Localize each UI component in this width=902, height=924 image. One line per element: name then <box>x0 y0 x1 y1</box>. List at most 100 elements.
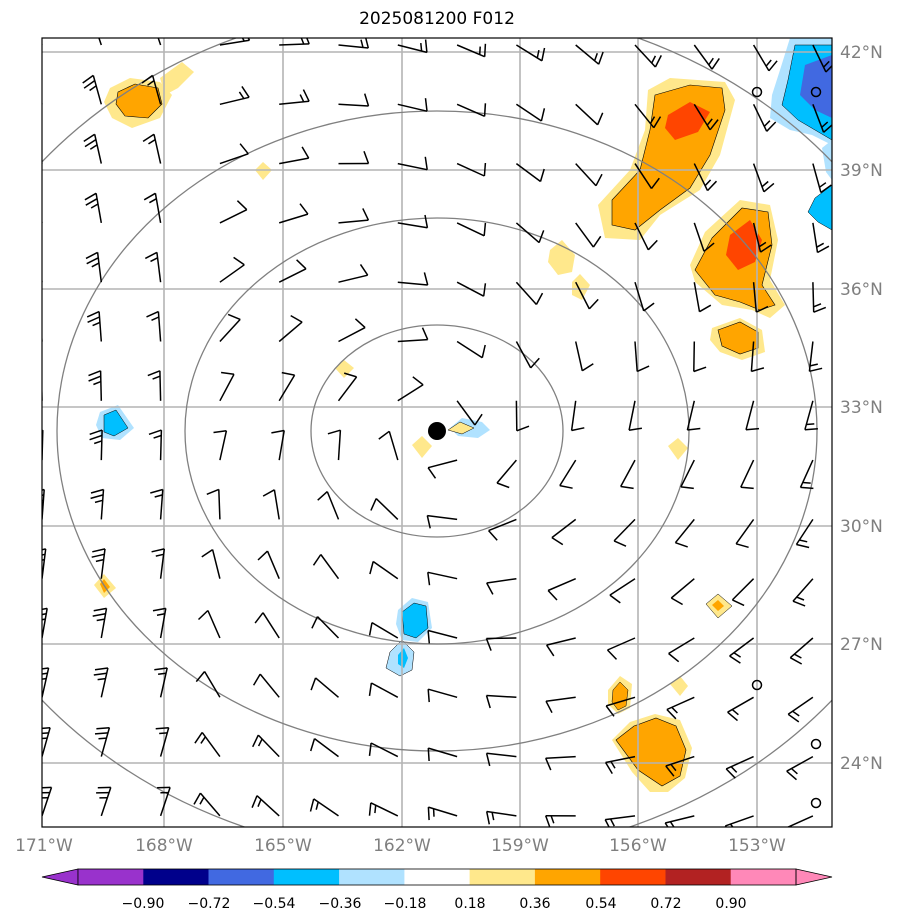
wind-barb-flag <box>236 200 248 211</box>
wind-barb-flag <box>271 429 285 434</box>
wind-barb-flag <box>761 180 769 188</box>
wind-barb-flag <box>786 828 795 837</box>
wind-barb-flag <box>760 244 772 253</box>
wind-barb-flag <box>704 179 712 187</box>
wind-barb-flag <box>763 120 771 127</box>
wind-barb-flag <box>94 499 103 504</box>
wind-barb-flag <box>206 488 220 495</box>
wind-barb <box>456 400 476 426</box>
wind-barb-flag <box>816 242 825 248</box>
wind-barb-flag <box>25 134 36 141</box>
wind-barb-flag <box>96 726 110 730</box>
wind-barb-flag <box>545 644 555 657</box>
wind-barb <box>546 637 576 646</box>
wind-barb-flag <box>42 737 48 740</box>
wind-barb <box>98 38 103 46</box>
wind-barb <box>488 518 517 532</box>
wind-barb <box>219 96 250 106</box>
wind-barb-flag <box>194 731 203 744</box>
wind-barb-flag <box>33 263 40 267</box>
wind-barb <box>427 629 458 639</box>
wind-barb-flag <box>731 709 739 716</box>
station-marker <box>751 86 763 98</box>
wind-barb-flag <box>42 618 46 621</box>
wind-barb <box>42 727 51 757</box>
wind-barb <box>634 281 645 312</box>
wind-barb <box>628 400 636 431</box>
wind-barb-flag <box>597 51 604 65</box>
wind-barb-flag <box>42 548 46 551</box>
wind-barb-flag <box>262 489 275 497</box>
wind-barb-flag <box>93 440 103 445</box>
wind-barb-flag <box>28 317 40 322</box>
wind-barb <box>278 268 307 283</box>
colorbar-tick-label: −0.90 <box>122 896 165 912</box>
wind-barb-flag <box>28 312 40 317</box>
wind-barb <box>486 752 517 758</box>
wind-barb <box>279 100 310 106</box>
wind-barb-flag <box>670 597 683 606</box>
wind-barb-flag <box>309 798 315 812</box>
wind-barb-flag <box>593 52 599 62</box>
wind-barb <box>201 731 221 758</box>
wind-barb-flag <box>427 748 430 762</box>
wind-barb <box>574 341 584 371</box>
wind-barb <box>812 222 819 253</box>
wind-barb-flag <box>29 371 41 376</box>
wind-barb <box>42 101 43 105</box>
wind-barb-flag <box>740 486 754 490</box>
wind-barb-flag <box>733 652 742 658</box>
wind-barb-flag <box>421 327 429 340</box>
lon-tick-label: 171°W <box>15 836 73 856</box>
wind-barb <box>427 514 458 521</box>
wind-barb-flag <box>790 767 798 775</box>
wind-barb-flag <box>141 74 154 84</box>
station-marker <box>751 679 763 691</box>
wind-barb-flag <box>87 316 100 323</box>
wind-barb-flag <box>483 43 487 57</box>
wind-barb <box>42 218 43 223</box>
wind-barb-flag <box>150 488 164 494</box>
lat-tick-label: 27°N <box>840 635 883 655</box>
wind-barb-flag <box>27 258 39 264</box>
station-marker <box>810 738 822 750</box>
wind-barb <box>98 311 103 342</box>
wind-barb-flag <box>818 182 827 188</box>
wind-barb <box>693 44 713 70</box>
lat-tick-label: 39°N <box>840 161 883 181</box>
wind-barb-flag <box>299 203 309 215</box>
wind-barb-flag <box>315 801 319 810</box>
colorbar-segment <box>665 869 732 885</box>
wind-barb-flag <box>544 815 551 827</box>
wind-barb-flag <box>768 60 778 72</box>
colorbar-tick-label: 0.72 <box>650 896 681 912</box>
wind-barb-flag <box>152 607 166 612</box>
wind-barb-flag <box>90 203 99 209</box>
wind-barb <box>100 727 111 757</box>
lon-tick-label: 162°W <box>373 836 431 856</box>
wind-barb-flag <box>84 138 97 148</box>
wind-barb <box>789 637 814 659</box>
lon-tick-label: 156°W <box>609 836 667 856</box>
wind-barb <box>427 688 458 699</box>
wind-barb-flag <box>144 251 158 260</box>
wind-barb-flag <box>27 252 39 258</box>
wind-barb-flag <box>301 146 310 159</box>
wind-barb <box>456 222 485 237</box>
wind-barb <box>786 755 814 772</box>
wind-barb-flag <box>488 530 498 541</box>
wind-barb <box>219 430 228 461</box>
wind-barb-flag <box>539 168 545 182</box>
wind-barb-flag <box>141 17 151 25</box>
wind-barb-flag <box>29 376 41 381</box>
wind-barb <box>670 578 695 599</box>
wind-barb <box>427 571 458 580</box>
wind-barb-flag <box>483 222 487 236</box>
wind-barb <box>609 578 636 596</box>
wind-barb <box>256 795 280 817</box>
lon-tick-label: 153°W <box>728 836 786 856</box>
wind-barb-flag <box>541 47 546 61</box>
wind-barb-flag <box>154 667 168 671</box>
wind-barb-flag <box>620 485 634 490</box>
wind-barb-flag <box>30 86 37 91</box>
